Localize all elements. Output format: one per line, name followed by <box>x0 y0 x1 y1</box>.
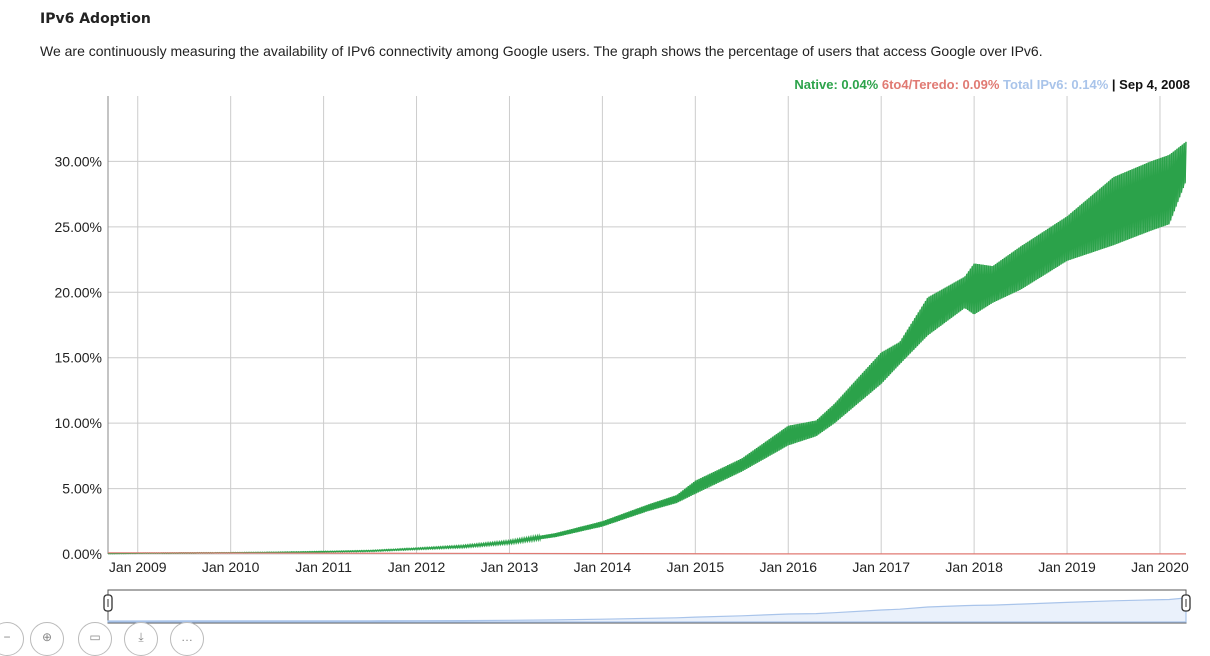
series-native-line <box>107 141 1187 555</box>
x-tick-label: Jan 2019 <box>1038 559 1096 575</box>
legend-total: Total IPv6: 0.14% <box>1003 77 1109 92</box>
x-tick-label: Jan 2016 <box>759 559 817 575</box>
navigator-area <box>107 597 1187 623</box>
x-tick-label: Jan 2011 <box>295 559 352 575</box>
zoom-in-icon[interactable]: ⊕ <box>30 622 64 656</box>
download-icon[interactable]: ⤓ <box>124 622 158 656</box>
ipv6-adoption-chart[interactable]: 0.00% 5.00% 10.00% 15.00% 20.00% 25.00% 30.00%… <box>0 0 1210 639</box>
page-title: IPv6 Adoption <box>40 11 151 27</box>
legend-separator: | <box>1111 77 1116 92</box>
x-tick-label: Jan 2010 <box>202 559 260 575</box>
legend-date: Sep 4, 2008 <box>1119 77 1190 92</box>
x-tick-label: Jan 2015 <box>667 559 725 575</box>
y-tick-label: 15.00% <box>55 350 102 366</box>
x-tick-label: Jan 2013 <box>481 559 539 575</box>
x-tick-label: Jan 2009 <box>109 559 167 575</box>
x-tick-label: Jan 2018 <box>945 559 1003 575</box>
y-tick-label: 10.00% <box>55 415 102 431</box>
y-tick-label: 30.00% <box>55 153 102 169</box>
x-tick-label: Jan 2014 <box>574 559 632 575</box>
legend-teredo: 6to4/Teredo: 0.09% <box>881 77 1000 92</box>
more-icon[interactable]: … <box>170 622 204 656</box>
y-tick-label: 0.00% <box>62 546 102 562</box>
y-tick-label: 25.00% <box>55 219 102 235</box>
reset-icon[interactable]: ▭ <box>78 622 112 656</box>
x-tick-label: Jan 2020 <box>1131 559 1189 575</box>
y-tick-label: 20.00% <box>55 284 102 300</box>
x-tick-label: Jan 2012 <box>388 559 446 575</box>
page-description: We are continuously measuring the availa… <box>40 43 1043 59</box>
chart-legend: Native: 0.04% 6to4/Teredo: 0.09% Total I… <box>794 77 1190 92</box>
series-native-band <box>108 141 1186 554</box>
y-tick-label: 5.00% <box>62 481 102 497</box>
legend-native: Native: 0.04% <box>794 77 879 92</box>
x-tick-label: Jan 2017 <box>852 559 910 575</box>
series-teredo-line <box>107 552 1186 555</box>
